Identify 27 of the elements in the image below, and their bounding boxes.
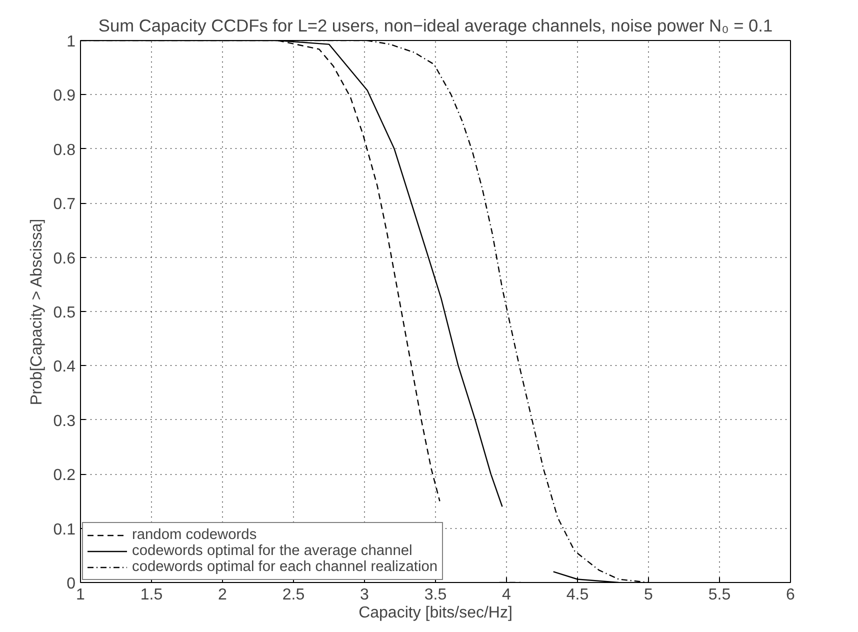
chart-title: Sum Capacity CCDFs for L=2 users, non−ideal average channels, noise power N₀ = 0.1 (98, 16, 773, 36)
y-tick-label: 0.8 (53, 142, 76, 159)
legend-label: codewords optimal for the average channel (132, 543, 412, 559)
x-tick-label: 4.5 (566, 586, 589, 604)
y-tick-label: 0.4 (53, 358, 76, 376)
x-tick-label: 2.5 (282, 586, 305, 604)
x-tick-label: 4 (502, 586, 512, 604)
y-tick-label: 0.2 (53, 467, 76, 484)
x-tick-label: 3 (360, 586, 370, 604)
y-tick-label: 1 (66, 34, 76, 50)
y-tick-label: 0.6 (53, 250, 76, 268)
y-tick-label: 0.7 (53, 196, 76, 214)
y-tick-label: 0.3 (53, 412, 76, 430)
y-tick-label: 0.1 (53, 521, 76, 538)
x-tick-label: 2 (218, 586, 228, 604)
x-axis-title: Capacity [bits/sec/Hz] (358, 604, 512, 622)
x-tick-label: 1.5 (140, 586, 163, 604)
x-tick-label: 3.5 (424, 586, 447, 604)
x-tick-label: 5 (644, 586, 654, 604)
legend-label: codewords optimal for each channel realization (132, 559, 438, 575)
y-tick-label: 0.9 (53, 88, 76, 105)
legend-label: random codewords (132, 527, 257, 543)
y-tick-label: 0.5 (53, 304, 76, 322)
x-tick-label: 5.5 (708, 586, 731, 604)
y-axis-title: Prob[Capacity > Abscissa] (28, 218, 46, 406)
x-tick-label: 6 (786, 586, 796, 604)
y-tick-label: 0 (66, 576, 76, 592)
